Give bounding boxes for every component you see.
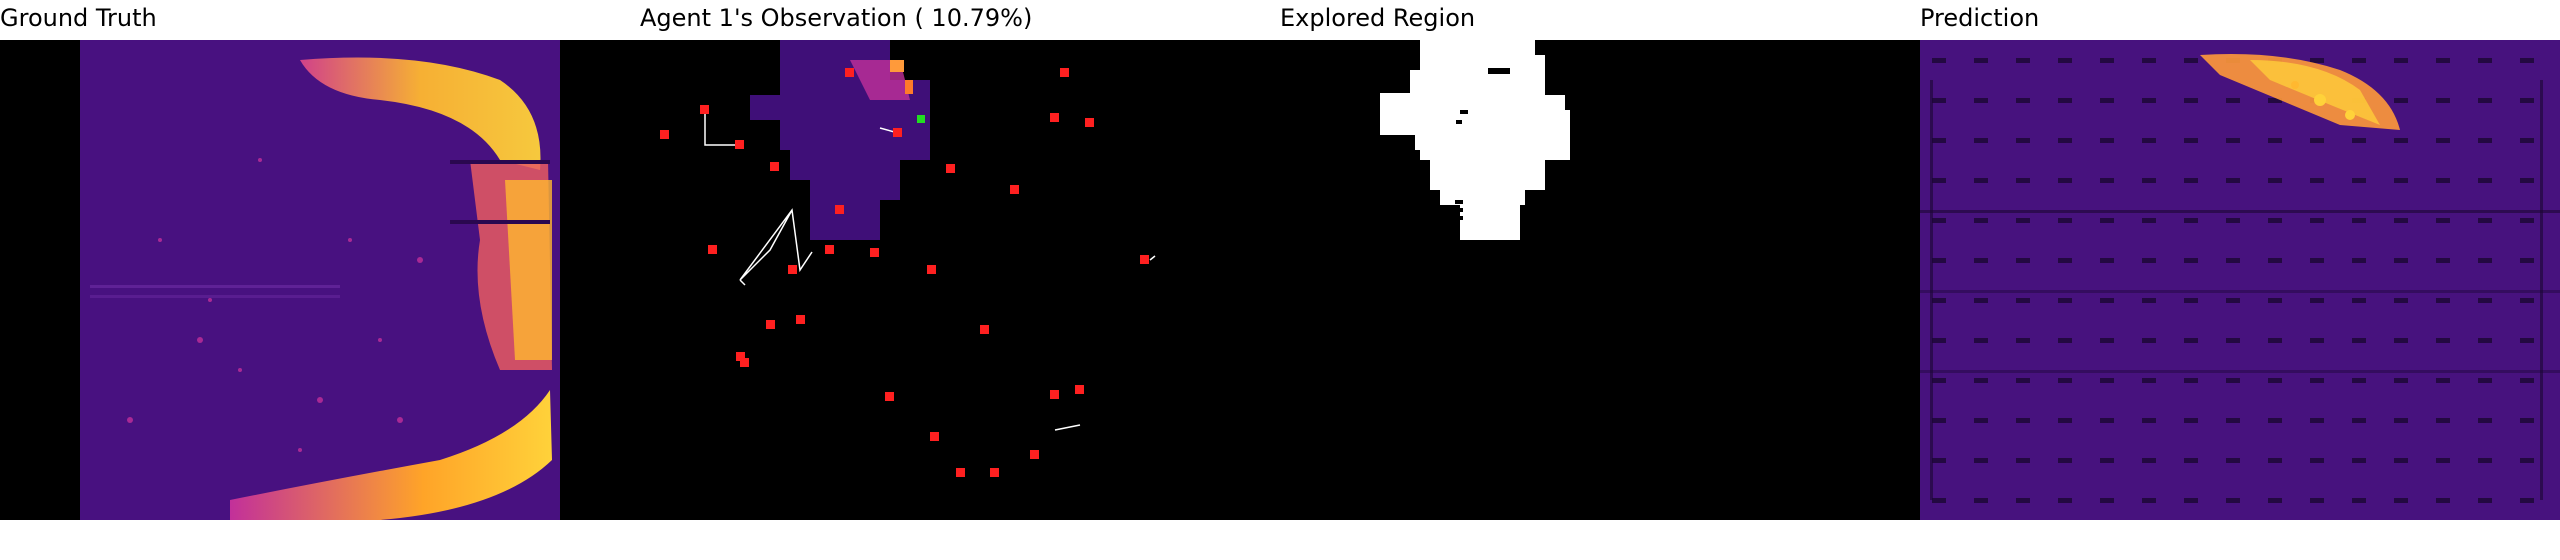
agent-marker [845, 68, 854, 77]
agent-marker [956, 468, 965, 477]
agent-marker [735, 140, 744, 149]
agent-marker [788, 265, 797, 274]
agent-marker [990, 468, 999, 477]
agent-observation-map [660, 40, 1156, 477]
agent-marker [766, 320, 775, 329]
agent-observation-panel [640, 40, 1280, 520]
ground-truth-heatmap [80, 40, 560, 520]
agent-marker [1060, 68, 1069, 77]
ground-truth-panel [0, 40, 640, 520]
agent-marker [980, 325, 989, 334]
agent-marker [1050, 390, 1059, 399]
agent-marker [930, 432, 939, 441]
explored-region-panel [1280, 40, 1920, 520]
agent-marker [927, 265, 936, 274]
agent-marker [700, 105, 709, 114]
agent-marker [893, 128, 902, 137]
agent-marker [796, 315, 805, 324]
agent-observation-title: Agent 1's Observation ( 10.79%) [640, 4, 1033, 32]
agent-marker [870, 248, 879, 257]
agent-marker [1085, 118, 1094, 127]
agent-marker [1075, 385, 1084, 394]
agent-marker [1050, 113, 1059, 122]
agent-marker [946, 164, 955, 173]
agent-marker [660, 130, 669, 139]
ground-truth-title: Ground Truth [0, 4, 157, 32]
agent-marker [740, 358, 749, 367]
agent-marker [1010, 185, 1019, 194]
agent-marker [1030, 450, 1039, 459]
agent-marker [708, 245, 717, 254]
agent-marker [1140, 255, 1149, 264]
agent-marker [770, 162, 779, 171]
agent-marker [835, 205, 844, 214]
agent-marker [885, 392, 894, 401]
active-agent-marker [917, 115, 925, 123]
explored-region-mask [1380, 40, 1570, 240]
agent-marker [825, 245, 834, 254]
prediction-heatmap [1920, 40, 2560, 520]
prediction-panel [1920, 40, 2560, 520]
agent-marker [736, 352, 745, 361]
prediction-title: Prediction [1920, 4, 2040, 32]
agent-markers [660, 68, 1149, 477]
explored-region-title: Explored Region [1280, 4, 1476, 32]
